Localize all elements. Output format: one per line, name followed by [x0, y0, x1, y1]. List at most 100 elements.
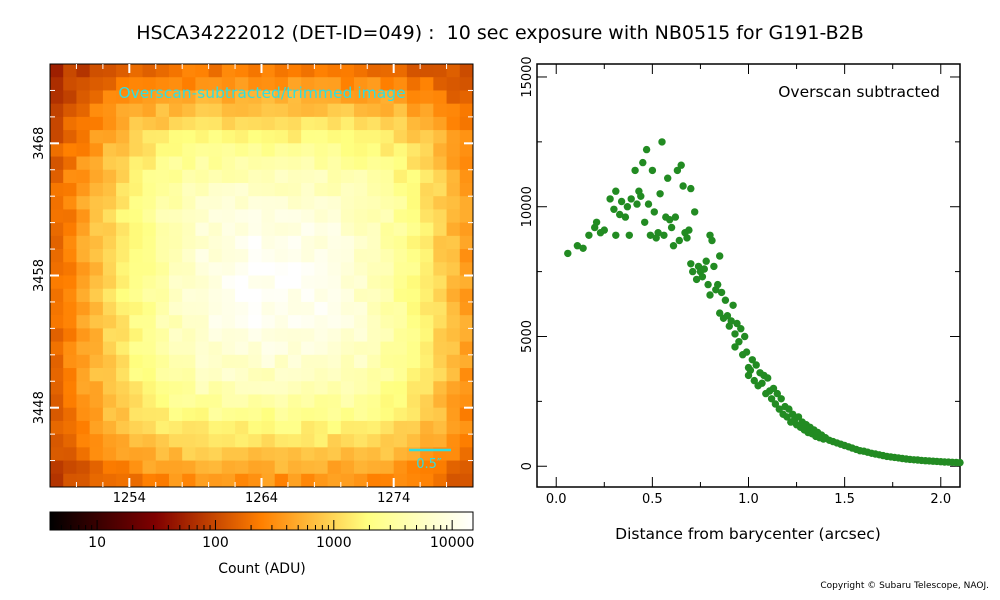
image-pixel: [168, 182, 183, 197]
image-pixel: [340, 368, 355, 382]
image-pixel: [168, 130, 183, 144]
image-pixel: [248, 103, 262, 118]
image-pixel: [446, 341, 461, 356]
image-pixel: [261, 460, 276, 475]
image-pixel: [63, 434, 77, 448]
image-pixel: [76, 262, 91, 276]
image-pixel: [76, 301, 91, 316]
image-pixel: [129, 354, 143, 369]
image-pixel: [446, 407, 461, 422]
image-pixel: [221, 407, 236, 422]
image-pixel: [354, 381, 368, 395]
colorbar-tick-label: 1000: [316, 535, 352, 551]
scatter-point: [710, 262, 718, 271]
image-pixel: [406, 196, 421, 210]
scatter-point: [669, 242, 678, 250]
image-pixel: [235, 169, 249, 184]
image-pixel: [327, 262, 342, 276]
image-pixel: [380, 64, 395, 78]
image-pixel: [129, 90, 143, 105]
scatter-x-tick-label: 1.0: [738, 492, 759, 507]
image-pixel: [367, 64, 381, 78]
image-pixel: [327, 77, 342, 91]
image-pixel: [155, 420, 170, 435]
image-pixel: [248, 354, 262, 369]
image-pixel: [367, 460, 381, 475]
scatter-point: [729, 301, 737, 309]
scatter-point: [683, 234, 691, 242]
image-pixel: [63, 182, 77, 197]
image-pixel: [459, 407, 474, 422]
image-pixel: [116, 275, 130, 290]
image-pixel: [63, 473, 77, 488]
image-pixel: [89, 434, 104, 448]
image-pixel: [340, 447, 355, 461]
image-pixel: [420, 460, 434, 475]
image-pixel: [446, 275, 461, 290]
scatter-point: [794, 413, 803, 421]
image-pixel: [248, 460, 262, 475]
image-pixel: [340, 249, 355, 263]
scatter-point: [656, 190, 664, 198]
image-pixel: [142, 143, 157, 157]
image-pixel: [459, 394, 474, 409]
image-pixel: [195, 420, 210, 435]
image-pixel: [393, 341, 408, 356]
image-pixel: [354, 420, 368, 435]
image-pixel: [314, 235, 328, 250]
image-pixel: [327, 341, 342, 356]
image-pixel: [142, 341, 157, 356]
image-pixel: [168, 354, 183, 369]
scatter-frame: [536, 63, 961, 488]
image-pixel: [406, 116, 421, 131]
image-pixel: [314, 196, 328, 210]
image-pixel: [76, 460, 91, 475]
image-pixel: [208, 301, 223, 316]
image-pixel: [261, 341, 276, 356]
image-pixel: [340, 354, 355, 369]
image-pixel: [261, 182, 276, 197]
image-pixel: [367, 354, 381, 369]
image-pixel: [301, 460, 315, 475]
image-pixel: [142, 182, 157, 197]
image-pixel: [287, 169, 302, 184]
image-pixel: [248, 249, 262, 263]
image-pixel: [76, 434, 91, 448]
image-pixel: [129, 328, 143, 342]
scatter-point: [775, 405, 783, 413]
image-pixel: [340, 262, 355, 276]
image-pixel: [248, 116, 262, 131]
image-pixel: [393, 262, 408, 276]
image-pixel: [155, 209, 170, 224]
scatter-point: [612, 231, 620, 239]
image-pixel: [155, 103, 170, 118]
image-pixel: [195, 341, 210, 356]
image-pixel: [274, 394, 289, 409]
scatter-point: [777, 395, 785, 403]
image-pixel: [261, 116, 276, 131]
image-pixel: [76, 249, 91, 263]
image-pixel: [235, 420, 249, 435]
image-pixel: [155, 90, 170, 105]
image-pixel: [261, 420, 276, 435]
image-pixel: [221, 460, 236, 475]
image-pixel: [287, 301, 302, 316]
image-pixel: [208, 328, 223, 342]
image-pixel: [274, 143, 289, 157]
image-pixel: [327, 222, 342, 237]
image-pixel: [221, 209, 236, 224]
image-pixel: [354, 130, 368, 144]
image-pixel: [50, 381, 64, 395]
image-pixel: [63, 315, 77, 329]
image-pixel: [367, 328, 381, 342]
image-pixel: [433, 341, 447, 356]
image-pixel: [459, 103, 474, 118]
image-pixel: [327, 315, 342, 329]
image-pixel: [380, 156, 395, 171]
image-pixel: [208, 354, 223, 369]
image-pixel: [406, 473, 421, 488]
image-pixel: [195, 182, 210, 197]
image-pixel: [261, 368, 276, 382]
colorbar: [49, 511, 474, 531]
image-pixel: [274, 90, 289, 105]
